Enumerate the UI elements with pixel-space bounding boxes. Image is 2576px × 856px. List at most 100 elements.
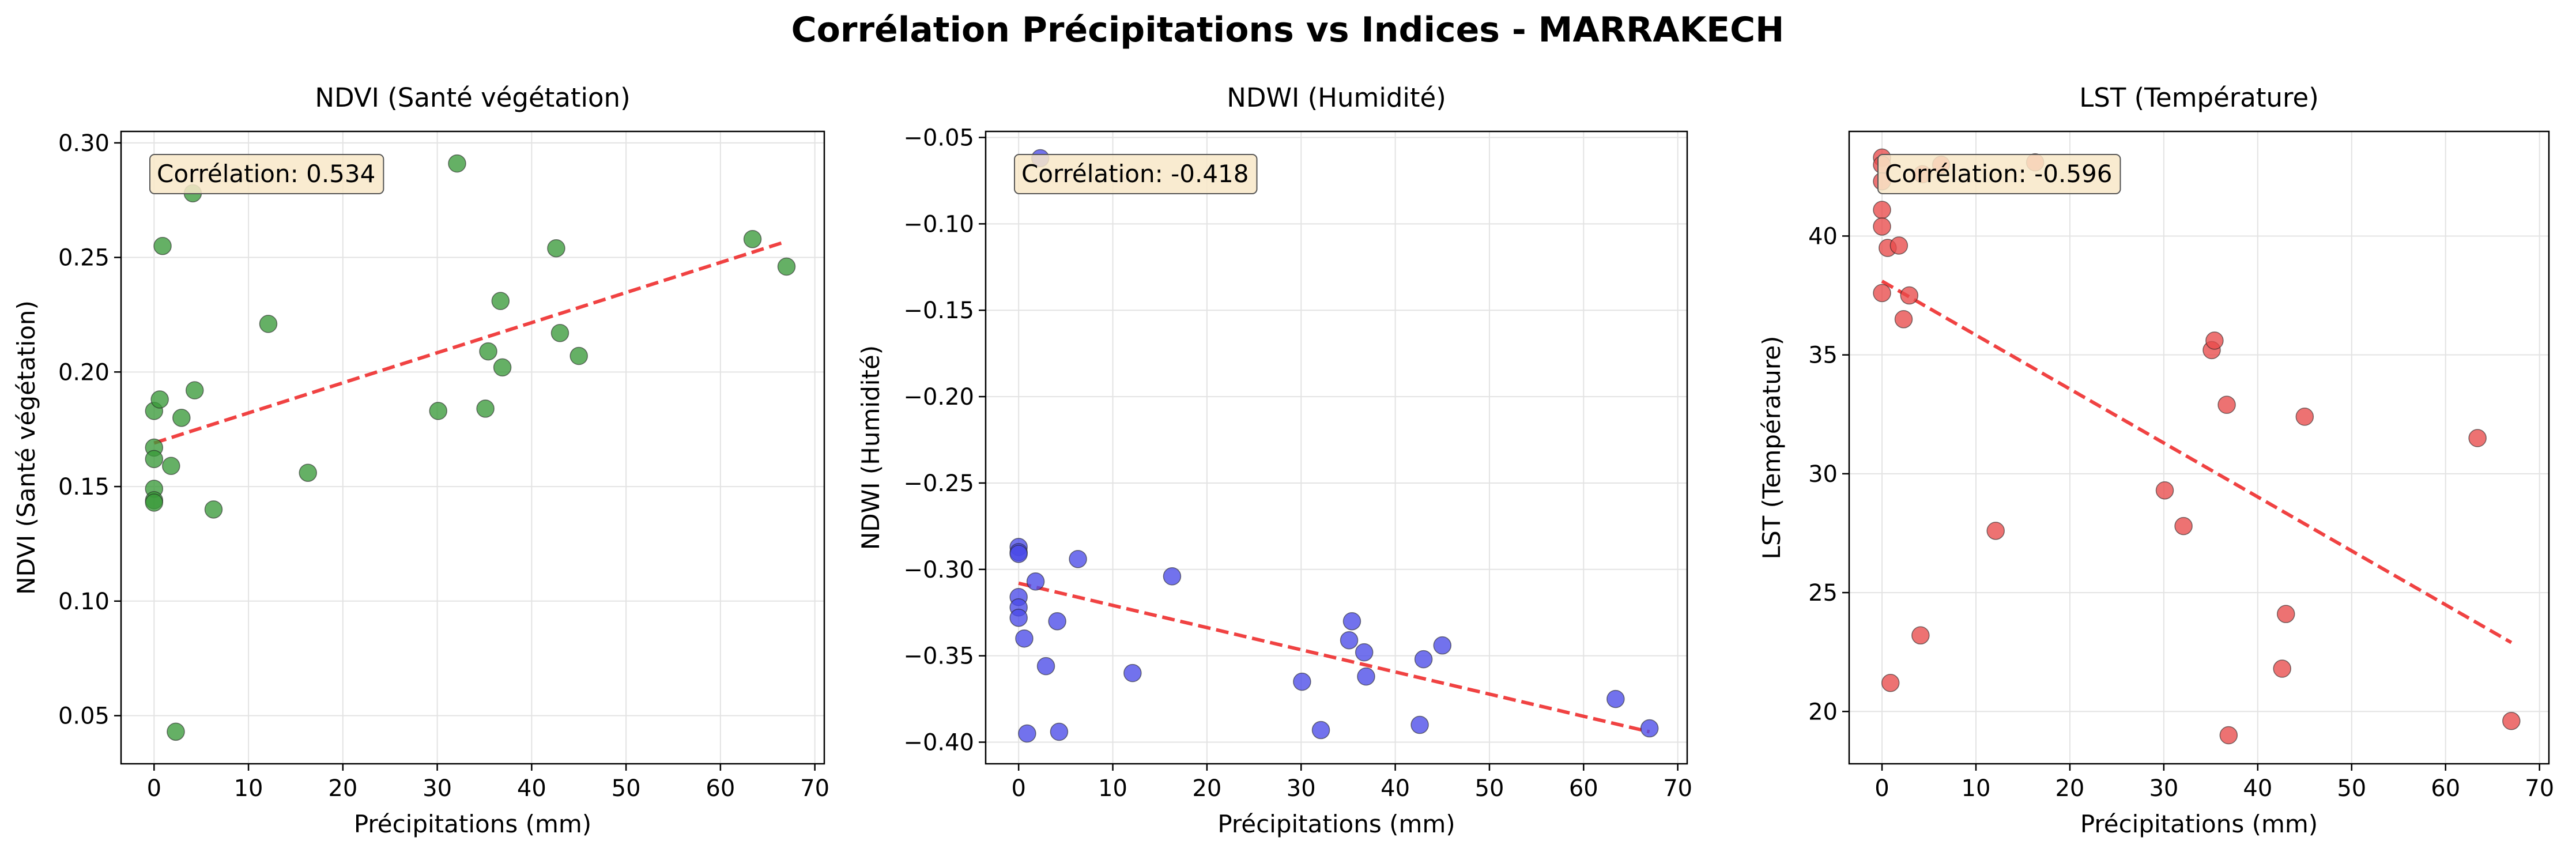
ndwi-ytick-label: −0.05 [903, 125, 974, 151]
ndwi-xtick-label: 0 [1011, 775, 1025, 802]
lst-ytick-label: 25 [1808, 580, 1838, 606]
lst-point [2205, 331, 2224, 350]
ndwi-point [1036, 657, 1055, 676]
ndvi-point [204, 500, 223, 519]
figure-title: Corrélation Précipitations vs Indices - … [791, 10, 1785, 50]
ndvi-point [167, 722, 185, 741]
lst-point [1873, 201, 1891, 219]
lst-xtick-label: 30 [2149, 775, 2178, 802]
ndwi-xlabel: Précipitations (mm) [1217, 810, 1455, 838]
ndvi-point [162, 457, 180, 476]
lst-point [1986, 522, 2005, 540]
lst-xtick-label: 40 [2243, 775, 2272, 802]
ndwi-point [1606, 689, 1625, 708]
ndvi-xtick-label: 60 [706, 775, 735, 802]
ndwi-ytick-label: −0.15 [903, 297, 974, 324]
ndvi-point [145, 450, 164, 469]
lst-point [1900, 286, 1919, 305]
ndvi-xtick-label: 0 [147, 775, 161, 802]
ndvi-ytick-label: 0.20 [58, 359, 110, 386]
ndwi-point [1018, 724, 1036, 743]
ndvi-ylabel: NDVI (Santé végétation) [12, 300, 40, 595]
ndvi-point [299, 463, 317, 482]
lst-point [1911, 626, 1930, 645]
lst-point [2273, 659, 2291, 678]
ndwi-xtick-label: 30 [1287, 775, 1316, 802]
ndwi-ytick-label: −0.30 [903, 557, 974, 583]
lst-point [1873, 284, 1891, 303]
ndwi-ytick-label: −0.40 [903, 730, 974, 756]
lst-ytick-label: 35 [1808, 342, 1838, 369]
lst-point [2468, 429, 2487, 447]
ndvi-correlation-box [149, 154, 384, 194]
ndwi-trend-line [1018, 581, 1650, 734]
ndwi-point [1026, 572, 1045, 591]
ndvi-point [150, 390, 169, 409]
ndwi-point [1293, 672, 1311, 691]
ndvi-xtick-label: 20 [328, 775, 357, 802]
ndvi-correlation-label: Corrélation: 0.534 [157, 160, 375, 188]
ndvi-ytick-label: 0.15 [58, 474, 110, 500]
ndwi-correlation-box [1014, 154, 1258, 194]
ndvi-xlabel: Précipitations (mm) [354, 810, 591, 838]
ndwi-point [1433, 636, 1452, 655]
ndvi-point [259, 315, 278, 333]
lst-axes-frame [1848, 130, 2550, 765]
ndwi-correlation-label: Corrélation: -0.418 [1021, 160, 1249, 188]
ndwi-point [1410, 715, 1429, 734]
ndvi-point [569, 346, 588, 365]
lst-ytick-label: 40 [1808, 223, 1838, 250]
ndvi-panel: 0 10 20 30 40 50 60 70 0.05 0.10 0.15 0.20 0.25 0.30 C… [12, 82, 829, 838]
ndvi-point [491, 292, 510, 310]
lst-point [2219, 726, 2238, 745]
ndvi-point [476, 399, 495, 418]
lst-point [1894, 310, 1913, 329]
ndvi-xtick-label: 50 [612, 775, 641, 802]
lst-point [2217, 395, 2236, 414]
ndvi-title: NDVI (Santé végétation) [315, 82, 630, 113]
ndvi-ytick-label: 0.25 [58, 245, 110, 271]
ndvi-point [777, 257, 796, 276]
ndwi-point [1355, 643, 1374, 662]
lst-xtick-label: 70 [2525, 775, 2554, 802]
ndvi-point [172, 409, 191, 427]
ndvi-point [479, 342, 497, 361]
ndwi-ylabel: NDWI (Humidité) [857, 345, 885, 550]
ndvi-ytick-label: 0.10 [58, 589, 110, 615]
ndwi-xtick-label: 10 [1098, 775, 1127, 802]
ndvi-xtick-label: 70 [800, 775, 829, 802]
ndvi-axes-frame [120, 130, 825, 765]
ndvi-ytick-label: 0.05 [58, 703, 110, 730]
ndvi-xtick-label: 10 [234, 775, 263, 802]
lst-ylabel: LST (Température) [1757, 336, 1786, 560]
lst-panel: 0 10 20 30 40 50 60 70 20 25 30 35 40 Corrélation: -0… [1757, 82, 2554, 838]
ndwi-point [1123, 663, 1142, 682]
ndwi-point [1357, 667, 1375, 686]
lst-point [2295, 408, 2314, 426]
ndwi-xtick-label: 20 [1192, 775, 1221, 802]
lst-xtick-label: 20 [2055, 775, 2084, 802]
ndwi-xtick-label: 50 [1475, 775, 1504, 802]
ndvi-point [145, 493, 164, 512]
ndvi-point [448, 154, 466, 173]
ndwi-point [1050, 722, 1069, 741]
ndwi-ytick-label: −0.10 [903, 211, 974, 237]
lst-point [2276, 605, 2295, 623]
ndwi-ytick-label: −0.35 [903, 643, 974, 670]
ndwi-point [1414, 650, 1433, 669]
ndwi-point [1163, 567, 1182, 586]
ndwi-point [1009, 545, 1028, 563]
ndwi-point [1640, 719, 1659, 738]
lst-point [2155, 481, 2174, 500]
lst-xtick-label: 60 [2431, 775, 2460, 802]
ndwi-point [1009, 608, 1028, 627]
ndvi-point [743, 230, 762, 248]
ndwi-xtick-label: 40 [1381, 775, 1410, 802]
lst-ytick-label: 20 [1808, 699, 1838, 725]
ndwi-ytick-label: −0.25 [903, 470, 974, 497]
lst-correlation-box [1877, 154, 2121, 194]
ndwi-xtick-label: 70 [1663, 775, 1692, 802]
ndvi-point [429, 402, 447, 420]
ndvi-point [550, 324, 569, 342]
